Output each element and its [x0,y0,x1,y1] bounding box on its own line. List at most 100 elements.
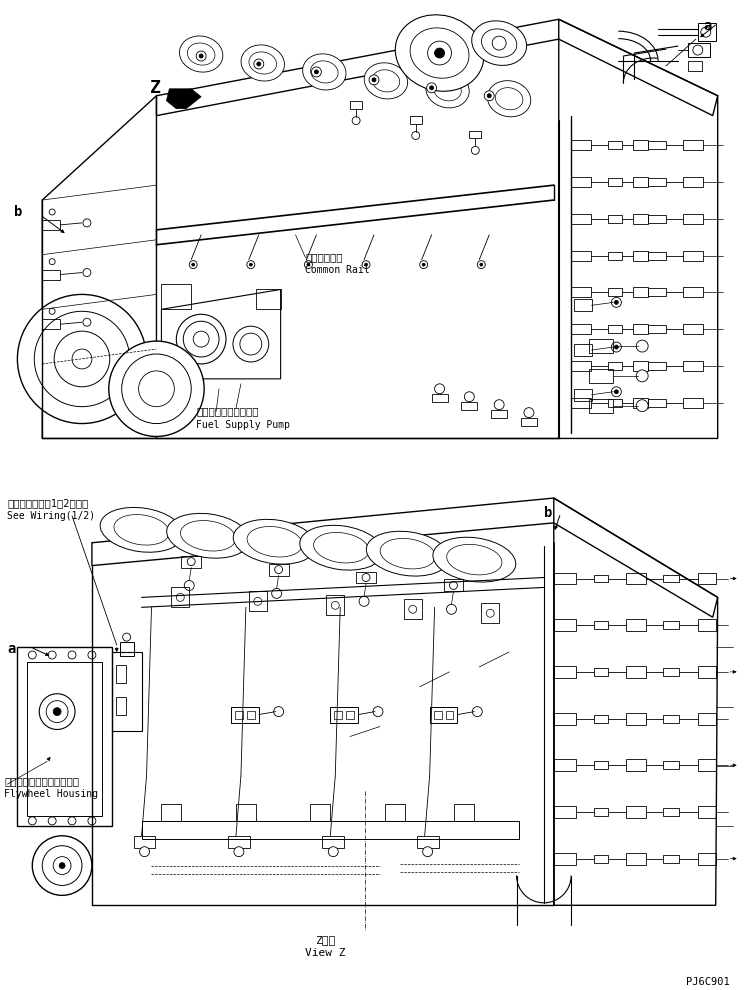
Circle shape [420,260,428,268]
Circle shape [68,651,76,659]
Circle shape [254,59,264,69]
Bar [404,599,422,619]
Bar [571,250,590,260]
Bar [663,715,679,723]
Ellipse shape [249,51,277,74]
Bar [698,852,716,864]
Bar [162,284,191,309]
Bar [626,806,646,818]
Circle shape [88,817,96,825]
Bar [162,804,181,821]
Circle shape [331,601,340,609]
Circle shape [32,836,92,895]
Bar [481,603,499,623]
Circle shape [46,701,68,723]
Circle shape [364,263,367,266]
Circle shape [435,384,444,394]
Bar [350,101,362,109]
Ellipse shape [114,515,169,545]
Bar [649,288,666,296]
Circle shape [249,263,252,266]
Bar [571,141,590,150]
Circle shape [494,400,504,410]
Bar [634,287,649,297]
Bar [649,399,666,407]
Bar [589,399,613,413]
Bar [554,572,576,584]
Bar [608,362,622,370]
Circle shape [492,37,506,50]
Bar [683,287,703,297]
Bar [683,214,703,224]
Text: フライホイールハウジング: フライホイールハウジング [4,776,79,786]
Bar [469,131,481,139]
Circle shape [487,94,491,98]
Circle shape [189,260,197,268]
Text: Z　視: Z 視 [315,936,335,945]
Bar [593,621,608,630]
Bar [444,579,464,591]
Circle shape [83,318,91,326]
Circle shape [486,609,494,617]
Bar [593,574,608,582]
Ellipse shape [167,514,250,558]
Bar [554,666,576,678]
Bar [331,707,358,723]
Bar [249,591,267,611]
Circle shape [191,263,194,266]
Ellipse shape [395,15,484,91]
Circle shape [138,371,174,407]
Bar [334,711,343,719]
Ellipse shape [495,88,523,110]
Circle shape [693,46,703,55]
Circle shape [311,67,322,77]
Bar [626,619,646,632]
Bar [17,647,111,826]
Bar [626,759,646,771]
Bar [683,141,703,150]
Bar [554,806,576,818]
Circle shape [408,605,417,613]
Bar [683,398,703,408]
Bar [683,361,703,371]
Bar [385,804,405,821]
Ellipse shape [433,538,516,582]
Circle shape [68,817,76,825]
Bar [571,398,590,408]
Circle shape [247,260,255,268]
Bar [593,715,608,723]
Bar [663,761,679,769]
Circle shape [28,817,36,825]
Circle shape [637,400,649,412]
Text: PJ6C901: PJ6C901 [686,977,729,987]
Circle shape [450,581,458,589]
Circle shape [423,846,432,856]
Bar [649,362,666,370]
Circle shape [701,27,711,38]
Bar [111,652,141,732]
Circle shape [123,634,131,642]
Ellipse shape [426,71,469,108]
Circle shape [637,370,649,382]
Bar [593,761,608,769]
Text: Z: Z [150,79,160,97]
Ellipse shape [488,80,531,117]
Bar [236,804,256,821]
Circle shape [611,387,622,397]
Ellipse shape [434,79,462,101]
Bar [42,220,60,230]
Bar [663,574,679,582]
Circle shape [422,263,425,266]
Bar [432,394,447,402]
Circle shape [272,588,281,598]
Bar [42,269,60,279]
Bar [626,852,646,864]
Circle shape [472,707,482,717]
Bar [429,707,458,723]
Bar [116,665,126,683]
Circle shape [193,332,209,347]
Bar [688,61,702,71]
Circle shape [314,70,319,74]
Text: Fuel Supply Pump: Fuel Supply Pump [196,420,290,430]
Bar [491,410,507,418]
